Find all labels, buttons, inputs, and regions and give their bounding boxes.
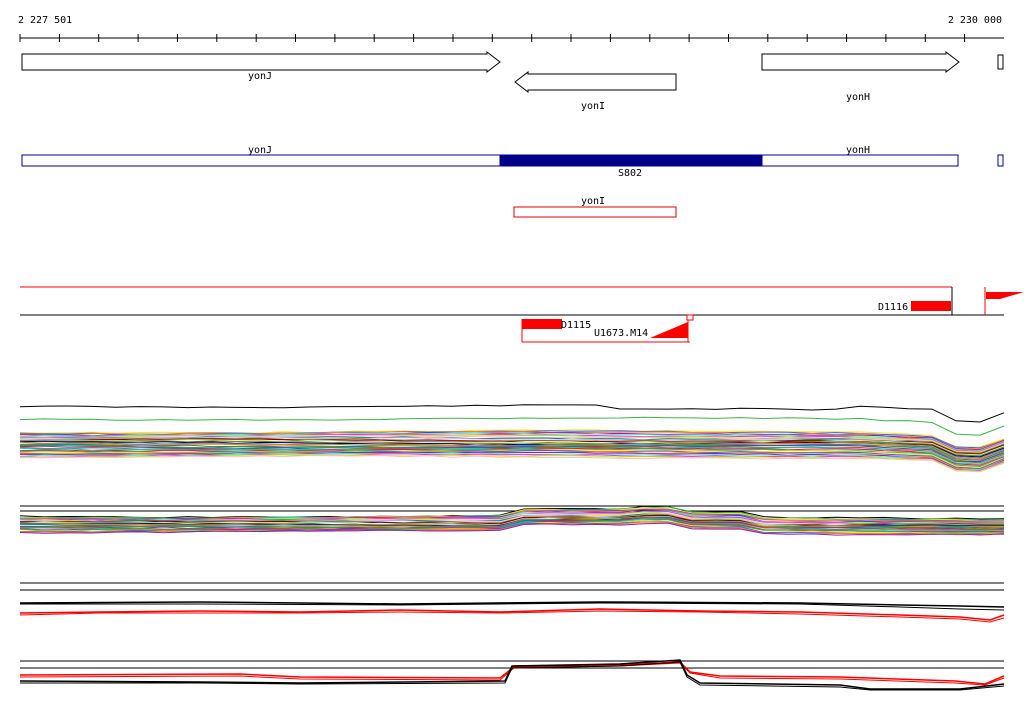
- signal-profile-line: [19, 517, 1005, 531]
- transcript-label-S802: S802: [618, 168, 642, 179]
- signal-profile-line: [19, 522, 1005, 536]
- transcript-label-yonI: yonI: [581, 196, 605, 207]
- feature-D1115[interactable]: D1115: [522, 319, 591, 331]
- signal-profile-line: [19, 429, 1005, 448]
- signal-profile-line: [19, 404, 1005, 423]
- feature-label-D1115: D1115: [561, 320, 591, 331]
- ruler-ticks: [19, 34, 966, 42]
- signal-track-4: [19, 659, 1005, 691]
- coordinate-ruler: 2 227 501 2 230 000: [18, 15, 1004, 42]
- signal-track-1: [19, 404, 1005, 473]
- transcript-label-yonJ: yonJ: [248, 145, 272, 156]
- signal-profile-line: [19, 430, 1005, 450]
- ruler-start-label: 2 227 501: [18, 15, 72, 26]
- feature-D1116[interactable]: D1116: [878, 301, 951, 313]
- signal-track-3: [19, 582, 1005, 623]
- gene-label-yonJ: yonJ: [248, 71, 272, 82]
- signal-profile-line: [19, 444, 1005, 462]
- feature-track: D1116 D1115 U1673.M14: [20, 286, 1024, 343]
- transcript-box-S802[interactable]: [499, 154, 763, 167]
- gene-label-yonH: yonH: [846, 92, 870, 103]
- signal-profile-line: [19, 439, 1005, 456]
- feature-label-U1673-M14: U1673.M14: [594, 328, 648, 339]
- gene-yonJ[interactable]: yonJ: [21, 50, 501, 82]
- transcript-box-yonI[interactable]: [513, 206, 677, 218]
- signal-profile-line: [19, 505, 1005, 520]
- feature-box-D1116[interactable]: [911, 301, 951, 311]
- signal-track-4-profile-black-b: [20, 661, 1005, 691]
- transcript-box-yonJ[interactable]: [21, 154, 501, 167]
- signal-profile-line: [19, 449, 1005, 470]
- gene-arrow-yonJ[interactable]: [21, 50, 501, 74]
- transcript-track-red: yonI: [513, 196, 677, 218]
- signal-track-1-profiles: [19, 404, 1005, 473]
- gene-fragment-right[interactable]: [997, 54, 1004, 70]
- signal-track-3-profile-black-b: [20, 602, 1005, 611]
- signal-track-3-profile-black-a: [19, 601, 1005, 608]
- signal-profile-line: [19, 443, 1005, 461]
- gene-arrow-yonH[interactable]: [761, 50, 960, 74]
- feature-wedge-U1673-M14[interactable]: [650, 322, 688, 338]
- feature-marker-small[interactable]: [686, 314, 694, 321]
- signal-track-2: [19, 505, 1005, 536]
- feature-box-D1115[interactable]: [522, 319, 562, 329]
- transcript-label-yonH: yonH: [846, 145, 870, 156]
- ruler-end-label: 2 230 000: [948, 15, 1002, 26]
- feature-label-D1116: D1116: [878, 302, 908, 313]
- transcript-box-yonH[interactable]: [761, 154, 959, 167]
- gene-yonH[interactable]: yonH: [761, 50, 960, 103]
- signal-track-3-profile-red-a: [19, 608, 1005, 621]
- gene-track: yonJ yonI yonH: [21, 50, 1004, 112]
- gene-arrow-yonI[interactable]: [514, 70, 677, 94]
- signal-profile-line: [19, 416, 1005, 436]
- gene-yonI[interactable]: yonI: [514, 70, 677, 112]
- signal-profile-line: [19, 448, 1005, 468]
- feature-flag-right[interactable]: [986, 292, 1024, 299]
- signal-track-4-profile-black-a: [19, 659, 1005, 690]
- signal-track-3-profile-red-b: [19, 610, 1005, 623]
- transcript-fragment-right[interactable]: [997, 154, 1004, 167]
- feature-U1673-M14[interactable]: U1673.M14: [594, 314, 694, 342]
- signal-profile-line: [19, 454, 1005, 473]
- transcript-track-blue: yonJ yonH S802: [21, 145, 1004, 179]
- gene-label-yonI: yonI: [581, 101, 605, 112]
- signal-track-2-profiles: [19, 505, 1005, 536]
